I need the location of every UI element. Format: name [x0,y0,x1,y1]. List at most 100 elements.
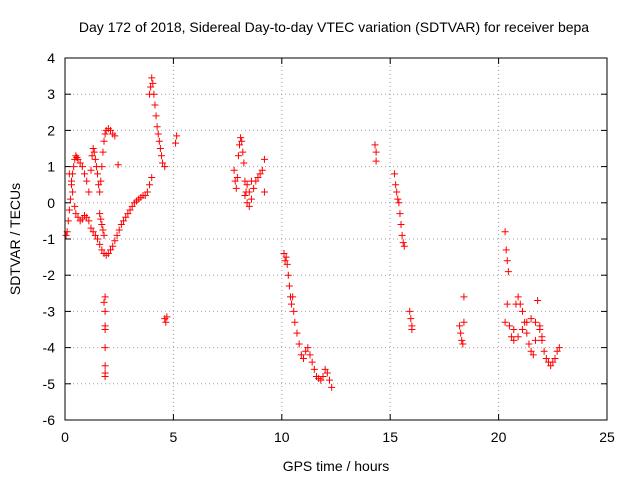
data-point [534,297,542,305]
data-point [101,130,109,138]
data-point [260,155,268,163]
data-point [65,206,73,214]
data-point [302,347,310,355]
data-point [285,282,293,290]
data-point [540,347,548,355]
data-point [115,226,123,234]
data-point [101,307,109,315]
data-point [284,271,292,279]
data-point [283,260,291,268]
data-point [148,74,156,82]
x-tick-label: 10 [274,429,290,445]
data-point [256,170,264,178]
data-point [538,333,546,341]
data-point [94,170,102,178]
data-point [89,228,97,236]
data-point [372,148,380,156]
data-point [232,184,240,192]
data-point [72,210,80,218]
data-points [62,74,563,391]
data-point [74,213,82,221]
data-point [146,181,154,189]
data-point [396,210,404,218]
data-point [163,313,171,321]
data-point [501,318,509,326]
x-tick-label: 0 [61,429,69,445]
data-point [117,221,125,229]
data-point [241,177,249,185]
data-point [289,293,297,301]
data-point [154,130,162,138]
y-tick-label: 2 [47,122,55,138]
data-point [85,188,93,196]
x-tick-label: 15 [382,429,398,445]
data-point [525,340,533,348]
data-point [88,152,96,160]
data-point [76,159,84,167]
data-point [502,246,510,254]
data-point [518,326,526,333]
y-tick-label: 4 [47,50,55,66]
data-point [250,184,258,192]
data-point [114,161,122,169]
data-point [78,215,86,223]
data-point [236,141,244,149]
data-point [398,231,406,239]
grid [65,58,607,420]
data-point [299,354,307,362]
data-point [161,163,169,171]
data-point [99,226,107,234]
data-point [241,192,249,200]
data-point [510,336,518,344]
data-point [239,148,247,156]
data-point [392,181,400,189]
data-point [514,293,522,301]
y-tick-label: -5 [43,376,56,392]
data-point [243,181,251,189]
chart-title: Day 172 of 2018, Sidereal Day-to-day VTE… [79,19,589,35]
data-point [260,188,268,196]
data-point [100,298,108,306]
data-point [503,257,511,265]
data-point [523,329,531,337]
data-point [549,358,557,366]
data-point [151,101,159,109]
data-point [234,152,242,160]
data-point [325,376,333,384]
data-point [113,231,121,239]
data-point [96,188,104,196]
data-point [70,163,78,171]
data-point [100,231,108,239]
data-point [94,235,102,243]
data-point [87,224,95,232]
data-point [308,358,316,366]
x-tick-label: 25 [599,429,615,445]
data-point [120,217,128,225]
data-point [147,83,155,91]
data-point [371,141,379,149]
data-point [230,166,238,174]
data-point [516,300,524,308]
data-point [68,177,76,185]
y-tick-label: -2 [43,267,56,283]
data-point [124,210,132,218]
data-point [460,293,468,301]
x-tick-label: 20 [491,429,507,445]
data-point [397,221,405,229]
data-point [91,231,99,239]
data-point [319,373,327,381]
data-point [288,300,296,308]
data-point [391,170,399,178]
data-point [460,318,468,326]
data-point [555,344,563,352]
data-point [281,257,289,265]
data-point [143,188,151,196]
data-point [245,188,253,196]
data-point [514,333,522,341]
data-point [394,195,402,203]
data-point [81,170,89,178]
x-axis-label: GPS time / hours [283,458,390,474]
data-point [111,237,119,245]
data-point [258,166,266,174]
